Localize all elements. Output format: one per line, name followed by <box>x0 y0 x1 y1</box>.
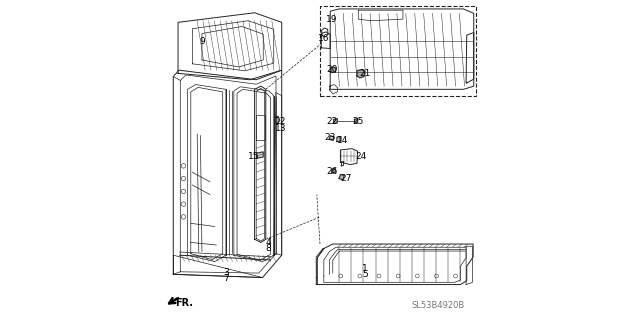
Polygon shape <box>333 119 337 123</box>
Text: 27: 27 <box>340 174 352 183</box>
Text: 1: 1 <box>362 264 367 273</box>
Text: 25: 25 <box>353 117 364 126</box>
Text: SL53B4920B: SL53B4920B <box>412 301 465 310</box>
Polygon shape <box>337 137 341 142</box>
Polygon shape <box>331 67 336 72</box>
Text: FR.: FR. <box>175 298 193 308</box>
Text: 12: 12 <box>275 117 287 126</box>
Text: 4: 4 <box>266 238 271 247</box>
Text: 16: 16 <box>318 34 330 43</box>
Text: 13: 13 <box>275 124 287 133</box>
Polygon shape <box>329 136 334 140</box>
Text: 23: 23 <box>324 133 335 142</box>
Text: 21: 21 <box>359 69 371 78</box>
Text: 5: 5 <box>362 270 367 279</box>
Text: 7: 7 <box>223 274 228 283</box>
Text: 24: 24 <box>355 152 367 161</box>
Polygon shape <box>357 70 365 78</box>
Text: 26: 26 <box>326 167 338 176</box>
Text: 22: 22 <box>326 117 338 126</box>
Polygon shape <box>339 174 344 180</box>
Text: 14: 14 <box>337 136 348 145</box>
Polygon shape <box>257 152 263 158</box>
Text: 20: 20 <box>326 65 338 74</box>
Polygon shape <box>355 119 358 123</box>
Text: 9: 9 <box>199 37 205 46</box>
Text: 3: 3 <box>223 268 228 277</box>
Polygon shape <box>332 168 335 173</box>
Text: 8: 8 <box>266 244 271 253</box>
Text: 19: 19 <box>326 15 338 24</box>
Text: 15: 15 <box>248 152 259 161</box>
